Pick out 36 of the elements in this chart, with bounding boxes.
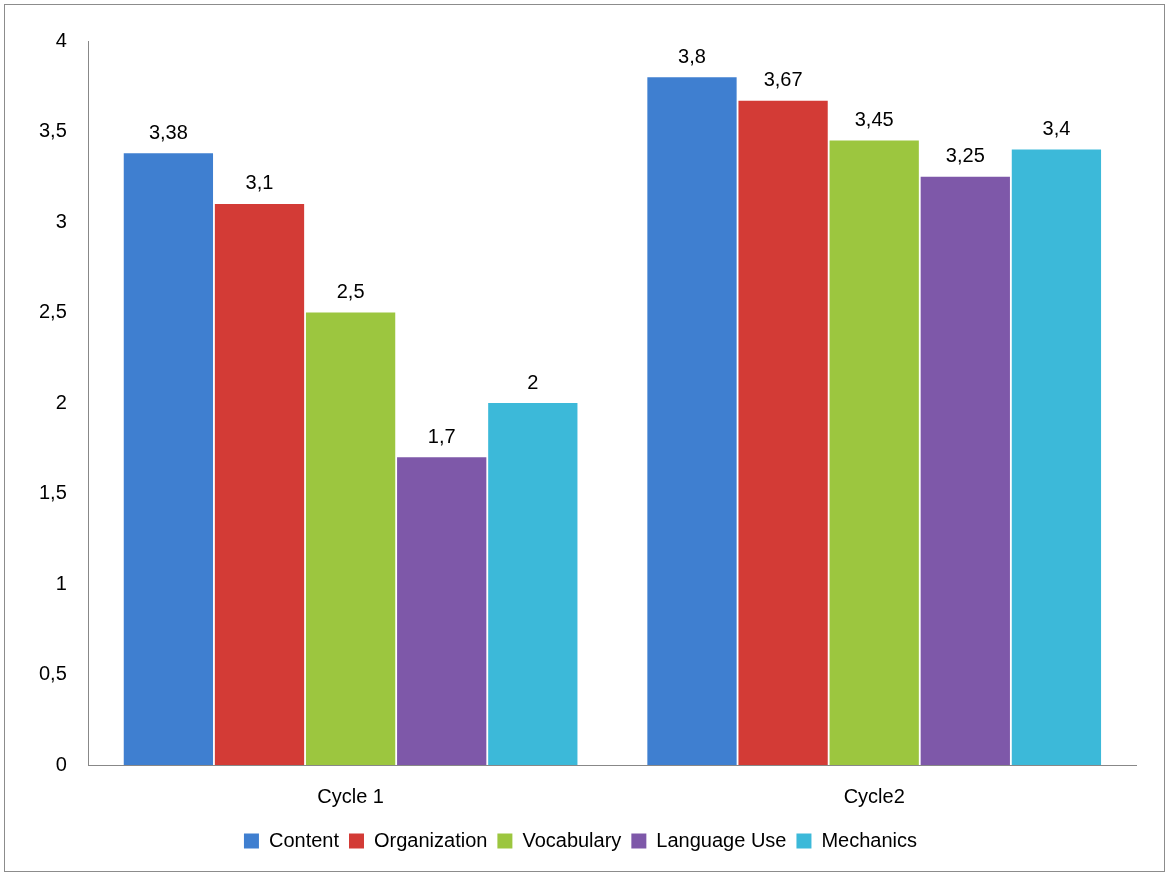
data-label: 2 (527, 370, 539, 393)
bar (123, 153, 214, 765)
bar (397, 457, 487, 765)
y-tick-label: 3 (55, 209, 67, 232)
bar (829, 140, 919, 765)
legend-label: Content (268, 828, 340, 851)
data-label: 3,45 (854, 108, 894, 131)
y-tick-label: 2 (55, 390, 67, 413)
bar (738, 100, 828, 765)
data-label: 3,38 (148, 120, 188, 143)
y-tick-label: 0,5 (38, 662, 67, 685)
x-tick-label: Cycle2 (843, 784, 905, 807)
data-label: 3,67 (763, 68, 803, 91)
bar (214, 203, 305, 765)
data-label: 3,25 (945, 144, 985, 167)
y-tick-label: 1 (55, 571, 67, 594)
legend-label: Language Use (656, 828, 787, 851)
data-label: 3,8 (678, 44, 706, 67)
legend-label: Organization (374, 828, 488, 851)
bar (488, 403, 578, 765)
y-tick-label: 2,5 (38, 300, 67, 323)
legend-label: Mechanics (821, 828, 918, 851)
legend-label: Vocabulary (522, 828, 622, 851)
y-tick-label: 0 (55, 752, 67, 775)
y-tick-label: 4 (55, 28, 67, 51)
x-tick-label: Cycle 1 (317, 784, 384, 807)
y-tick-label: 1,5 (38, 481, 67, 504)
data-label: 3,4 (1042, 117, 1071, 140)
bar (305, 312, 396, 765)
bar (920, 176, 1010, 765)
data-label: 2,5 (336, 280, 365, 303)
bar (1011, 149, 1102, 765)
data-label: 1,7 (427, 424, 456, 447)
y-tick-label: 3,5 (38, 119, 67, 142)
data-label: 3,1 (245, 171, 274, 194)
bar (647, 77, 737, 765)
